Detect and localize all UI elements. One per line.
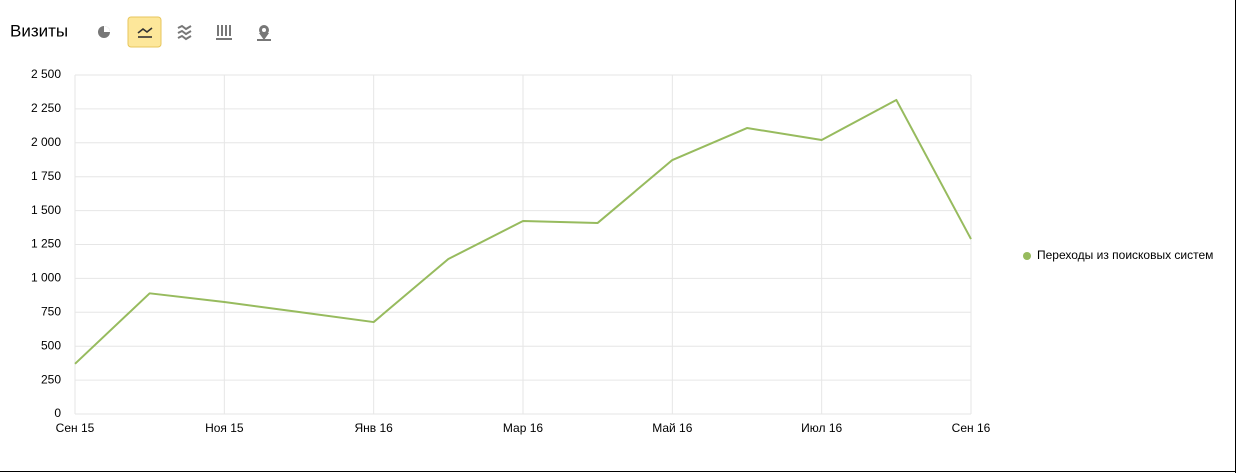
y-tick-label: 2 000 (31, 135, 61, 149)
x-tick-label: Июл 16 (801, 421, 842, 435)
y-tick-label: 0 (54, 406, 61, 420)
map-icon[interactable] (257, 25, 271, 41)
area-icon[interactable] (177, 24, 192, 41)
line-icon[interactable] (127, 16, 162, 48)
y-tick-label: 1 000 (31, 271, 61, 285)
x-tick-label: Ноя 15 (205, 421, 244, 435)
x-tick-label: Сен 15 (56, 421, 95, 435)
y-tick-label: 250 (41, 372, 61, 386)
chart-title: Визиты (10, 21, 68, 40)
x-tick-label: Май 16 (652, 421, 693, 435)
y-tick-label: 1 500 (31, 203, 61, 217)
x-tick-label: Янв 16 (354, 421, 393, 435)
y-tick-label: 1 250 (31, 237, 61, 251)
y-tick-label: 750 (41, 304, 61, 318)
y-tick-label: 2 250 (31, 101, 61, 115)
legend-label: Переходы из поисковых систем (1037, 248, 1213, 262)
line-series (74, 98, 972, 365)
legend-marker (1023, 252, 1031, 260)
y-tick-label: 1 750 (31, 169, 61, 183)
x-tick-label: Мар 16 (503, 421, 543, 435)
x-tick-label: Сен 16 (952, 421, 991, 435)
y-tick-label: 500 (41, 338, 61, 352)
bar-icon[interactable] (216, 25, 232, 40)
y-tick-label: 2 500 (31, 67, 61, 81)
pie-icon[interactable] (98, 26, 110, 38)
